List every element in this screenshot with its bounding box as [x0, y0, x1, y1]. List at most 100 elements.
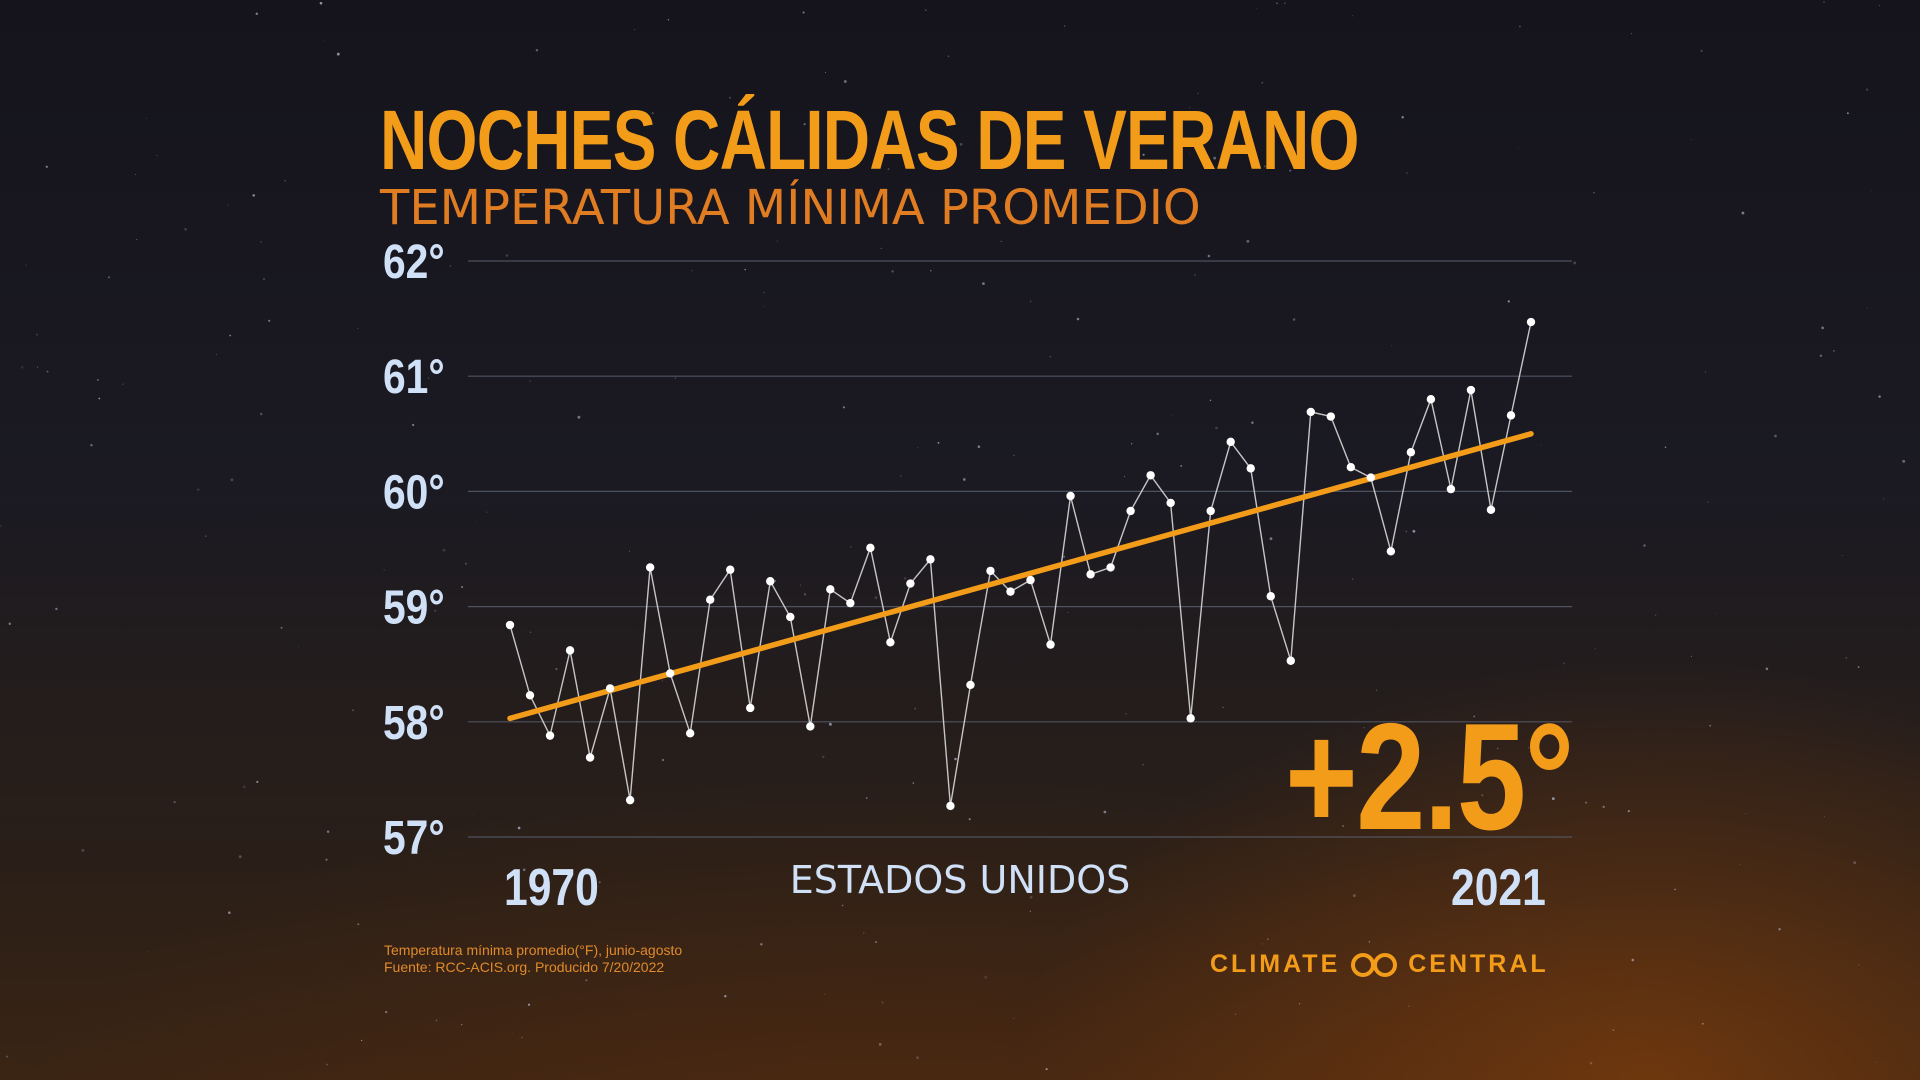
- star: [1704, 371, 1707, 373]
- star: [824, 72, 827, 74]
- star: [529, 380, 531, 382]
- star: [25, 264, 27, 266]
- star: [977, 445, 981, 448]
- star: [0, 525, 2, 528]
- star: [336, 52, 340, 56]
- star: [156, 154, 158, 156]
- star: [1142, 153, 1145, 156]
- star: [850, 546, 852, 548]
- star: [122, 383, 124, 385]
- data-point: [986, 566, 995, 576]
- star: [1049, 356, 1051, 358]
- star: [1745, 812, 1747, 815]
- data-point: [806, 722, 815, 731]
- star: [925, 9, 927, 11]
- star: [1481, 794, 1484, 797]
- data-point: [625, 795, 635, 805]
- star: [262, 277, 266, 281]
- star: [598, 881, 601, 884]
- star: [81, 848, 85, 852]
- star: [108, 276, 110, 279]
- star: [260, 240, 262, 243]
- star: [357, 327, 359, 329]
- star: [457, 953, 460, 956]
- star: [1739, 864, 1741, 866]
- series-line: [509, 321, 1532, 807]
- star: [567, 221, 568, 223]
- logo-text-climate: CLIMATE: [1210, 950, 1341, 978]
- star: [577, 415, 581, 419]
- climate-central-logo[interactable]: CLIMATE CENTRAL: [1210, 950, 1549, 979]
- star: [173, 800, 176, 804]
- star: [37, 366, 39, 368]
- data-point: [1106, 563, 1115, 572]
- data-point: [1306, 407, 1315, 417]
- star: [280, 626, 283, 629]
- data-point: [1186, 714, 1195, 723]
- star: [1276, 2, 1279, 5]
- star: [1405, 530, 1407, 533]
- star: [661, 758, 664, 762]
- star: [204, 535, 207, 537]
- data-point: [846, 598, 855, 608]
- star: [1303, 778, 1307, 782]
- star: [1701, 1022, 1704, 1025]
- star: [1124, 475, 1126, 477]
- star: [1473, 715, 1476, 718]
- star: [982, 282, 985, 285]
- star: [1602, 805, 1605, 809]
- temperature-change-label: +2.5°: [1285, 692, 1574, 862]
- star: [912, 782, 914, 784]
- star: [460, 585, 464, 589]
- data-point: [665, 669, 675, 678]
- star: [1551, 797, 1555, 801]
- data-point: [1406, 448, 1416, 457]
- star: [35, 333, 39, 336]
- star: [97, 379, 99, 381]
- star: [255, 12, 259, 16]
- star: [55, 607, 58, 611]
- data-point: [1446, 484, 1456, 494]
- star: [323, 39, 325, 41]
- star: [1585, 801, 1588, 804]
- data-point: [906, 579, 915, 588]
- star: [46, 370, 49, 373]
- y-tick-label: 59°: [383, 582, 445, 635]
- data-point: [1206, 506, 1215, 516]
- data-point: [1026, 575, 1035, 585]
- data-point: [565, 646, 575, 655]
- star: [651, 112, 654, 115]
- star: [822, 755, 825, 759]
- star: [954, 757, 957, 761]
- star: [1518, 25, 1521, 28]
- star: [1246, 239, 1250, 243]
- star: [929, 269, 932, 272]
- star: [326, 830, 330, 833]
- star: [1765, 667, 1769, 671]
- star: [914, 707, 917, 710]
- star: [1045, 1068, 1048, 1071]
- star: [803, 593, 807, 596]
- star: [1879, 5, 1881, 7]
- star: [1130, 442, 1133, 445]
- star: [1858, 964, 1860, 966]
- star: [880, 247, 882, 250]
- data-point: [1146, 471, 1155, 480]
- data-point: [1366, 473, 1376, 482]
- data-point: [585, 753, 595, 762]
- star: [1902, 459, 1906, 463]
- logo-text-central: CENTRAL: [1408, 950, 1549, 978]
- data-point: [1466, 385, 1476, 395]
- star: [1841, 555, 1843, 557]
- star: [1821, 326, 1824, 330]
- data-point: [726, 565, 735, 574]
- star: [1819, 354, 1823, 357]
- star: [427, 377, 430, 379]
- y-tick-label: 62°: [383, 236, 445, 289]
- star: [984, 975, 988, 979]
- star: [1261, 943, 1264, 945]
- star: [1352, 15, 1354, 17]
- star: [268, 319, 271, 322]
- star: [1412, 529, 1416, 533]
- data-point: [926, 555, 935, 564]
